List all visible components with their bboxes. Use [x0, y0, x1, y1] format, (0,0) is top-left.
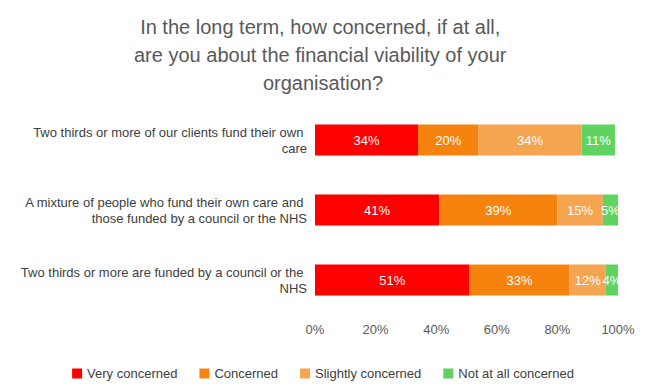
svg-text:34%: 34%: [353, 133, 379, 148]
svg-text:4%: 4%: [603, 273, 622, 288]
svg-text:Not at all concerned: Not at all concerned: [458, 366, 574, 381]
svg-text:11%: 11%: [586, 133, 611, 148]
svg-text:A mixture of people who fund t: A mixture of people who fund their own c…: [25, 195, 307, 210]
svg-text:60%: 60%: [484, 322, 510, 337]
svg-text:Slightly concerned: Slightly concerned: [315, 366, 421, 381]
svg-text:20%: 20%: [363, 322, 389, 337]
svg-text:care: care: [282, 141, 307, 156]
svg-text:organisation?: organisation?: [263, 72, 383, 94]
svg-text:40%: 40%: [423, 322, 449, 337]
svg-text:Very concerned: Very concerned: [87, 366, 177, 381]
svg-text:Concerned: Concerned: [214, 366, 278, 381]
svg-text:NHS: NHS: [280, 281, 308, 296]
svg-text:12%: 12%: [575, 273, 601, 288]
svg-text:34%: 34%: [517, 133, 543, 148]
svg-text:80%: 80%: [544, 322, 570, 337]
svg-text:41%: 41%: [364, 203, 390, 218]
svg-text:51%: 51%: [379, 273, 405, 288]
svg-text:39%: 39%: [485, 203, 511, 218]
svg-text:are you about the financial vi: are you about the financial viability of…: [134, 44, 512, 66]
svg-text:Two thirds or more are funded: Two thirds or more are funded by a counc…: [21, 265, 307, 280]
svg-text:0%: 0%: [306, 322, 325, 337]
svg-text:15%: 15%: [567, 203, 593, 218]
svg-text:Two thirds or more of our clie: Two thirds or more of our clients fund t…: [33, 125, 307, 140]
svg-text:those funded by a council or t: those funded by a council or the NHS: [92, 211, 308, 226]
svg-text:100%: 100%: [601, 322, 635, 337]
svg-text:5%: 5%: [601, 203, 620, 218]
svg-text:In the long term, how concerne: In the long term, how concerned, if at a…: [140, 16, 506, 38]
svg-text:33%: 33%: [507, 273, 533, 288]
svg-text:20%: 20%: [435, 133, 461, 148]
